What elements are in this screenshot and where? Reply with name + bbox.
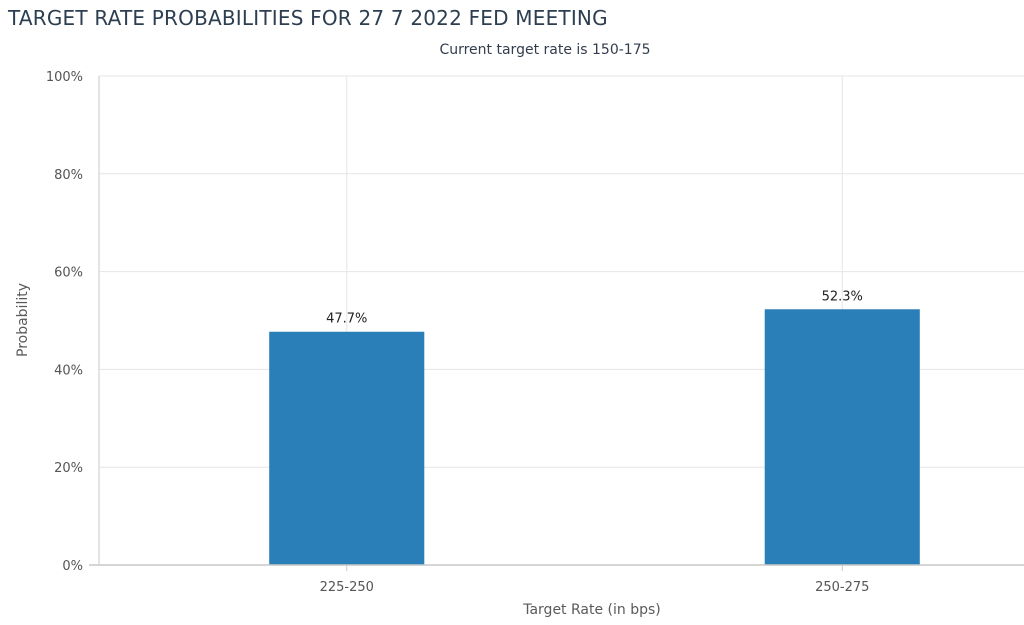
x-tick-label: 250-275: [815, 580, 869, 595]
y-tick-label: 60%: [54, 266, 83, 281]
x-axis-title: Target Rate (in bps): [522, 602, 661, 618]
y-tick-label: 40%: [54, 363, 83, 378]
data-label: 52.3%: [822, 289, 863, 304]
bar-250-275: [764, 309, 920, 565]
y-tick-label: 80%: [54, 168, 83, 183]
y-tick-label: 100%: [46, 70, 83, 85]
y-tick-label: 20%: [54, 461, 83, 476]
bar-225-250: [269, 331, 425, 565]
chart-title: TARGET RATE PROBABILITIES FOR 27 7 2022 …: [8, 6, 608, 30]
y-axis-title: Probability: [15, 283, 31, 357]
chart-subtitle: Current target rate is 150-175: [439, 42, 651, 58]
x-tick-label: 225-250: [320, 580, 374, 595]
data-label: 47.7%: [326, 312, 367, 327]
y-tick-label: 0%: [62, 559, 83, 574]
